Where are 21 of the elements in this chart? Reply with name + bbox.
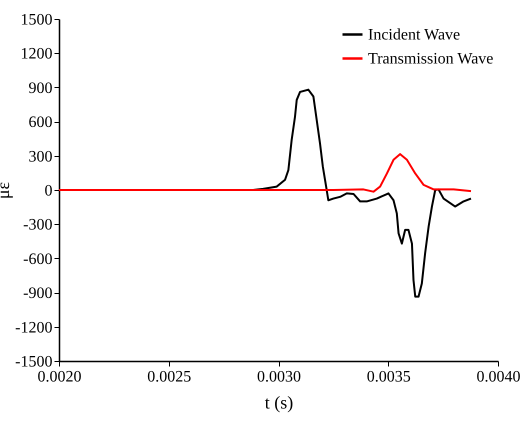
x-tick-label: 0.0035 xyxy=(366,368,411,386)
x-tick-label: 0.0025 xyxy=(147,368,192,386)
y-tick-label: 300 xyxy=(28,148,52,166)
y-tick-label: 1500 xyxy=(20,12,52,28)
y-tick-label: -1500 xyxy=(15,354,52,370)
y-tick-label: 0 xyxy=(44,182,52,200)
y-tick-label: -900 xyxy=(23,285,52,302)
x-axis-title: t (s) xyxy=(264,392,294,412)
x-tick-label: 0.0020 xyxy=(38,368,82,386)
x-tick-label: 0.0030 xyxy=(257,368,301,386)
y-tick-label: 1200 xyxy=(20,46,52,63)
x-tick-label: 0.0040 xyxy=(476,368,520,386)
legend-label: Incident Wave xyxy=(368,26,460,44)
line-series xyxy=(58,153,472,193)
y-axis-title: με xyxy=(0,181,14,200)
y-tick-label: -300 xyxy=(23,216,52,234)
y-tick-label: -1200 xyxy=(15,319,52,336)
y-tick-label: -600 xyxy=(23,250,52,268)
legend-label: Transmission Wave xyxy=(368,50,494,68)
y-tick-label: 900 xyxy=(28,80,52,97)
y-tick-label: 600 xyxy=(28,114,52,132)
